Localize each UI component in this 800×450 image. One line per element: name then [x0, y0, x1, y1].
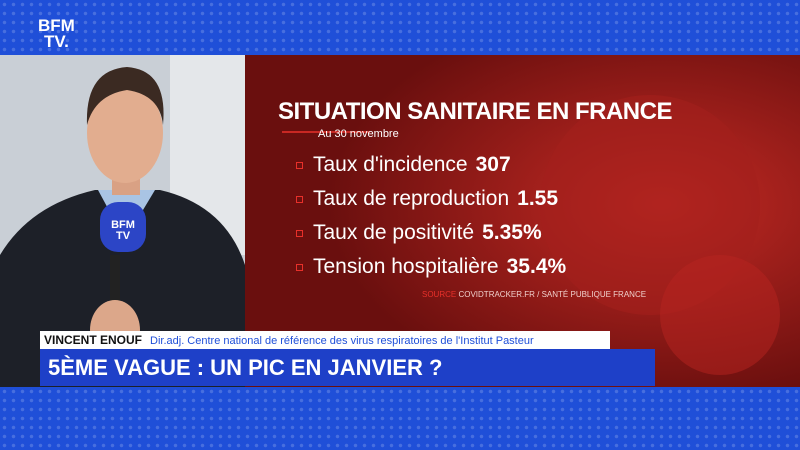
indicator-row: Tension hospitalière 35.4% [296, 250, 566, 284]
virus-illustration [660, 255, 780, 375]
hair [86, 67, 164, 125]
indicator-row: Taux de reproduction 1.55 [296, 182, 566, 216]
face [87, 83, 163, 183]
headline-bar: 5ÈME VAGUE : UN PIC EN JANVIER ? [40, 349, 655, 386]
indicator-label: Taux de reproduction [313, 187, 510, 210]
bullet [296, 263, 303, 271]
bullet [296, 229, 303, 237]
microphone-logo: BFM TV [106, 220, 140, 242]
indicator-label: Taux d'incidence [313, 153, 468, 176]
logo: BFM TV. [38, 16, 75, 51]
logo-line: BFM [38, 16, 75, 35]
name-bar: VINCENT ENOUF Dir.adj. Centre national de… [40, 331, 610, 349]
infographic-subtitle: Au 30 novembre [318, 128, 399, 140]
guest-name: VINCENT ENOUF [44, 333, 143, 347]
microphone [100, 202, 146, 252]
indicator-list: Taux d'incidence 307 Taux de reproduction 1… [296, 148, 566, 284]
source-label: SOURCE [422, 290, 457, 299]
microphone-text: TV [115, 230, 131, 242]
infographic-title: SITUATION SANITAIRE EN FRANCE [278, 98, 672, 125]
guest-role: Dir.adj. Centre national de référence de… [150, 335, 534, 347]
indicator-value: 307 [475, 153, 511, 176]
microphone-handle [110, 255, 120, 325]
indicator-value: 1.55 [517, 187, 559, 210]
indicator-row: Taux d'incidence 307 [296, 148, 566, 182]
indicator-row: Taux de positivité 5.35% [296, 216, 566, 250]
indicator-value: 35.4% [506, 255, 567, 278]
indicator-value: 5.35% [482, 221, 542, 244]
bullet [296, 195, 303, 203]
source-text: COVIDTRACKER.FR / SANTÉ PUBLIQUE FRANCE [458, 290, 647, 299]
indicator-label: Tension hospitalière [313, 255, 499, 278]
microphone-text: BFM [111, 219, 135, 231]
logo-line: TV. [44, 32, 69, 51]
bullet [296, 161, 303, 169]
indicator-label: Taux de positivité [313, 221, 475, 244]
source: SOURCE COVIDTRACKER.FR / SANTÉ PUBLIQUE … [422, 290, 646, 299]
